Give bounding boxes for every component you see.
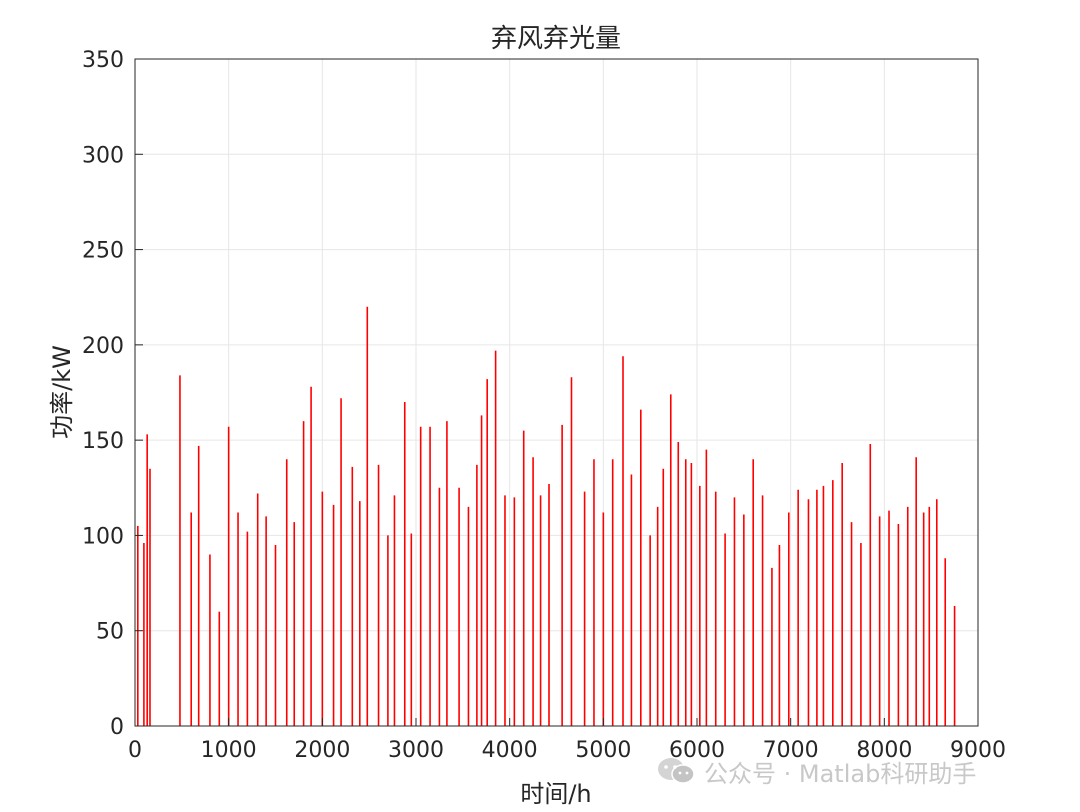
wechat-icon (656, 756, 696, 786)
y-tick-label: 250 (82, 239, 124, 264)
x-tick-label: 1000 (201, 738, 257, 763)
x-tick-label: 7000 (763, 738, 819, 763)
x-tick-label: 9000 (950, 738, 1006, 763)
y-tick-label: 350 (82, 48, 124, 73)
watermark-text: 公众号 · Matlab科研助手 (704, 759, 977, 788)
x-tick-label: 0 (128, 738, 142, 763)
x-tick-label: 4000 (482, 738, 538, 763)
x-tick-label: 5000 (575, 738, 631, 763)
x-tick-label: 2000 (294, 738, 350, 763)
y-axis-label: 功率/kW (48, 345, 76, 439)
y-tick-label: 0 (110, 715, 124, 740)
y-tick-label: 300 (82, 143, 124, 168)
y-tick-label: 50 (96, 620, 124, 645)
x-tick-label: 6000 (669, 738, 725, 763)
y-axis-ticks: 0 50 100 150 200 250 300 350 (82, 48, 143, 740)
y-tick-label: 150 (82, 429, 124, 454)
x-axis-label: 时间/h (520, 780, 591, 808)
bars (137, 306, 956, 726)
x-tick-label: 8000 (856, 738, 912, 763)
y-tick-label: 100 (82, 524, 124, 549)
x-axis-ticks: 0 1000 2000 3000 4000 5000 6000 7000 8000 9000 (128, 718, 1006, 763)
chart-title: 弃风弃光量 (491, 24, 621, 54)
watermark: 公众号 · Matlab科研助手 (656, 754, 976, 788)
plot-frame (134, 58, 979, 727)
x-tick-label: 3000 (388, 738, 444, 763)
y-tick-label: 200 (82, 334, 124, 359)
